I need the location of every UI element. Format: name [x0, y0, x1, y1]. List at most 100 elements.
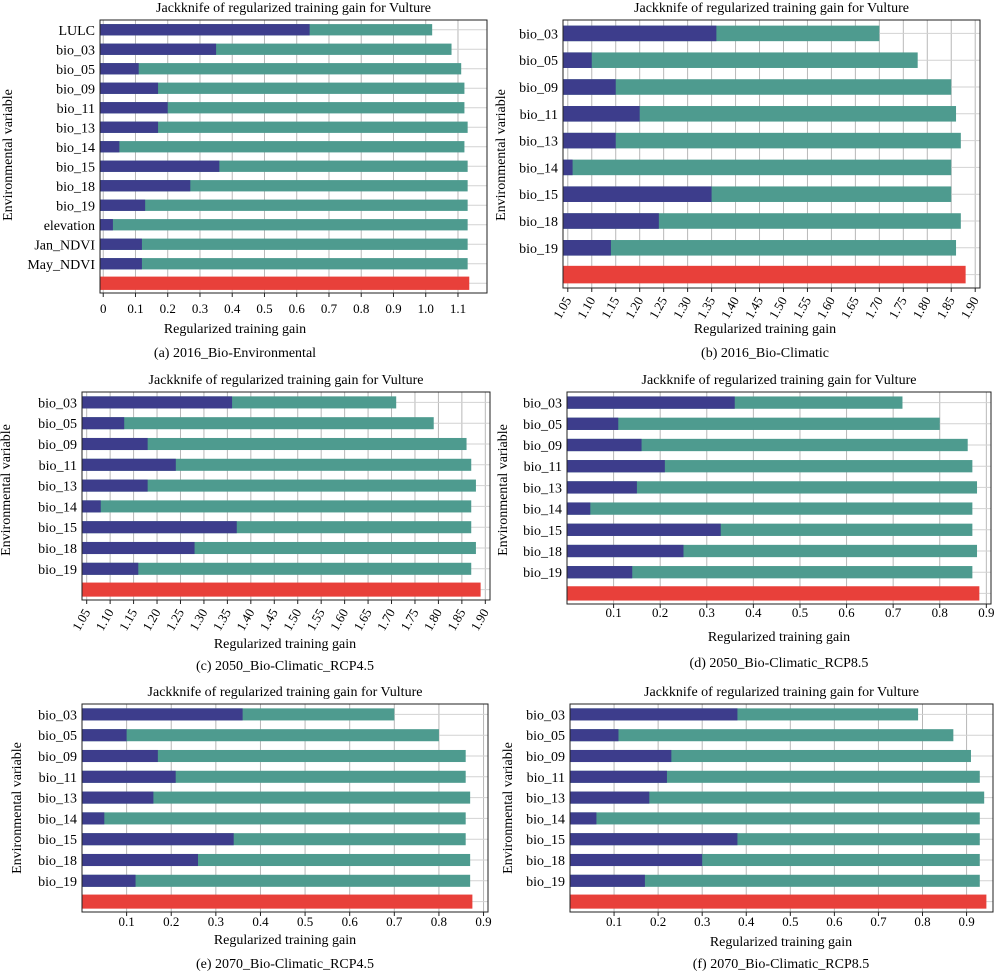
category-label: bio_15 — [38, 833, 77, 848]
category-label: bio_03 — [523, 397, 562, 412]
tick-label: 0.2 — [160, 301, 176, 316]
tick-label: 0.2 — [652, 605, 668, 620]
bar-without-variable — [82, 770, 176, 783]
tick-label: 0.7 — [870, 914, 887, 929]
tick-label: 1.50 — [280, 606, 304, 633]
bar-only-variable — [100, 160, 468, 172]
tick-label: 1.50 — [766, 294, 790, 321]
tick-label: 0.8 — [353, 301, 369, 316]
bar-without-variable — [570, 791, 650, 804]
tick-label: 1.85 — [933, 294, 957, 321]
tick-label: 1.45 — [257, 606, 281, 633]
y-axis-label: Environmental variable — [1, 89, 16, 221]
bar-without-variable — [567, 438, 642, 452]
category-label: bio_14 — [523, 503, 562, 518]
tick-label: 0.1 — [606, 914, 622, 929]
bar-without-variable — [570, 729, 619, 742]
category-label: bio_05 — [38, 729, 77, 744]
tick-label: 0.3 — [192, 301, 208, 316]
tick-label: 0.4 — [224, 301, 241, 316]
bar-without-variable — [567, 566, 633, 579]
bar-without-variable — [82, 853, 198, 867]
tick-label: 1.45 — [742, 294, 766, 321]
category-label: bio_09 — [38, 438, 77, 453]
bar-all-variables — [100, 276, 470, 290]
tick-label: 1.60 — [814, 294, 838, 321]
bar-only-variable — [563, 132, 961, 149]
tick-label: 0.1 — [127, 301, 143, 316]
bar-only-variable — [82, 479, 476, 492]
bar-without-variable — [563, 132, 616, 149]
tick-label: 0.4 — [738, 914, 755, 929]
panel-caption: (d) 2050_Bio-Climatic_RCP8.5 — [690, 656, 869, 671]
bar-only-variable — [82, 458, 472, 471]
bar-without-variable — [82, 708, 243, 721]
bar-without-variable — [570, 770, 667, 783]
tick-label: 1.55 — [790, 294, 814, 321]
tick-label: 1.55 — [303, 606, 327, 633]
category-label: bio_13 — [56, 121, 95, 136]
tick-label: 1.30 — [670, 294, 694, 321]
category-label: bio_15 — [56, 160, 95, 175]
tick-label: 1.25 — [646, 294, 670, 321]
bar-without-variable — [567, 460, 665, 473]
tick-label: 1.15 — [598, 294, 622, 321]
tick-label: 1.0 — [418, 301, 434, 316]
tick-label: 0.1 — [118, 914, 134, 929]
bar-without-variable — [570, 833, 738, 846]
bar-without-variable — [570, 708, 738, 721]
tick-label: 0.8 — [914, 914, 930, 929]
tick-label: 0.5 — [782, 914, 798, 929]
bar-without-variable — [563, 186, 712, 202]
x-axis-label: Regularized training gain — [214, 933, 356, 948]
bar-all-variables — [82, 894, 473, 909]
tick-label: 1.90 — [468, 606, 492, 633]
bar-only-variable — [82, 812, 466, 825]
bar-without-variable — [82, 417, 125, 430]
bar-only-variable — [82, 874, 471, 887]
tick-label: 1.10 — [574, 294, 598, 321]
tick-label: 1.10 — [92, 606, 116, 633]
bar-only-variable — [563, 240, 957, 256]
tick-label: 1.20 — [139, 606, 163, 633]
category-label: bio_15 — [519, 188, 558, 203]
tick-label: 0.3 — [208, 914, 224, 929]
bar-only-variable — [570, 791, 985, 804]
bar-without-variable — [82, 833, 234, 846]
x-axis-label: Regularized training gain — [214, 637, 356, 652]
bar-only-variable — [567, 417, 940, 430]
x-axis-label: Regularized training gain — [710, 935, 852, 950]
tick-label: 0.2 — [163, 914, 179, 929]
category-label: bio_11 — [520, 108, 558, 123]
category-label: elevation — [44, 219, 95, 234]
bar-without-variable — [100, 238, 142, 250]
category-label: bio_09 — [38, 750, 77, 765]
category-label: bio_19 — [523, 566, 562, 581]
tick-label: 0.1 — [605, 605, 621, 620]
bar-without-variable — [567, 481, 637, 494]
category-label: bio_13 — [38, 792, 77, 807]
tick-label: 0.9 — [385, 301, 401, 316]
chart-title: Jackknife of regularized training gain f… — [149, 373, 424, 388]
chart-title: Jackknife of regularized training gain f… — [148, 685, 423, 700]
x-axis-label: Regularized training gain — [708, 630, 850, 645]
category-label: bio_14 — [526, 812, 565, 827]
plot-frame — [81, 703, 489, 913]
tick-label: 0.7 — [321, 301, 338, 316]
bar-without-variable — [567, 544, 684, 558]
category-label: bio_05 — [38, 417, 77, 432]
bar-without-variable — [82, 562, 139, 575]
bar-without-variable — [82, 396, 233, 409]
bar-without-variable — [567, 502, 591, 515]
category-label: bio_14 — [38, 500, 77, 515]
bar-only-variable — [100, 180, 468, 192]
bar-only-variable — [567, 460, 973, 473]
x-axis-label: Regularized training gain — [694, 322, 836, 337]
bar-without-variable — [82, 437, 148, 451]
y-axis-label: Environmental variable — [0, 424, 14, 556]
tick-label: 0.7 — [885, 605, 902, 620]
bar-without-variable — [570, 812, 597, 825]
category-label: bio_05 — [56, 63, 95, 78]
bar-only-variable — [570, 812, 980, 825]
bar-only-variable — [570, 874, 980, 887]
